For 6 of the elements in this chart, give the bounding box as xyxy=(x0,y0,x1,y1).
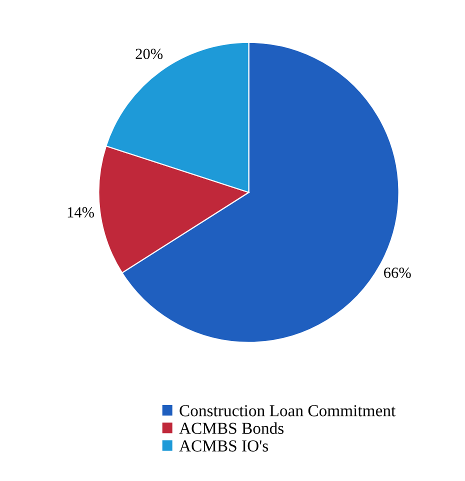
legend-label: ACMBS IO's xyxy=(179,440,268,452)
data-label: 20% xyxy=(136,48,163,60)
legend-label: Construction Loan Commitment xyxy=(180,405,396,416)
data-label: 66% xyxy=(384,268,411,278)
legend-label: ACMBS Bonds xyxy=(179,422,284,434)
data-label: 14% xyxy=(68,207,94,218)
